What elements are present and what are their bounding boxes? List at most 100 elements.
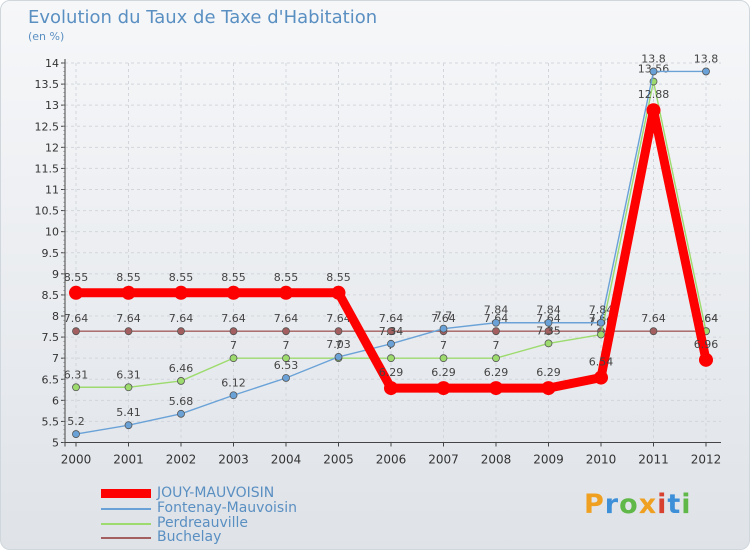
data-label: 7.64	[116, 312, 141, 325]
data-point	[229, 327, 238, 336]
data-point	[384, 381, 398, 396]
data-label: 7.64	[536, 312, 561, 325]
y-tick-label: 5.5	[42, 415, 60, 428]
data-point	[489, 381, 503, 396]
data-point	[387, 354, 395, 363]
data-label: 7.64	[64, 312, 89, 325]
legend-swatch	[101, 522, 151, 525]
legend-swatch	[101, 536, 151, 539]
y-tick-label: 12.5	[35, 120, 60, 133]
data-label: 6.54	[589, 356, 614, 369]
data-point	[439, 324, 448, 333]
data-point	[702, 67, 710, 76]
data-label: 5.2	[67, 415, 85, 428]
data-label: 6.96	[694, 338, 719, 351]
data-label: 6.29	[484, 366, 509, 379]
data-point	[594, 370, 608, 385]
data-label: 8.55	[169, 271, 194, 284]
data-label: 6.53	[274, 359, 299, 372]
y-tick-label: 7	[52, 352, 59, 365]
data-point	[282, 374, 290, 382]
data-label: 7.84	[589, 304, 614, 317]
data-point	[334, 353, 343, 361]
data-point	[177, 409, 185, 418]
data-point	[544, 339, 553, 348]
data-label: 13.8	[694, 52, 719, 65]
legend-item-perdreauville: Perdreauville	[101, 515, 249, 531]
data-point	[229, 391, 238, 400]
data-label: 7.64	[326, 312, 351, 325]
data-label: 7	[230, 339, 237, 352]
x-tick-label: 2004	[271, 453, 302, 467]
legend-label: Perdreauville	[157, 515, 249, 531]
data-label: 6.31	[116, 368, 141, 381]
unit-label: (en %)	[28, 30, 65, 43]
data-label: 7	[283, 339, 290, 352]
data-point	[387, 327, 395, 336]
data-label: 7.64	[484, 312, 509, 325]
y-tick-label: 7.5	[42, 331, 60, 344]
data-label: 7.84	[536, 304, 561, 317]
data-point	[72, 383, 80, 392]
y-tick-label: 10	[45, 226, 59, 239]
data-point	[282, 327, 290, 336]
data-point	[177, 327, 185, 336]
data-point	[492, 327, 500, 336]
legend-item-fontenay-mauvoisin: Fontenay-Mauvoisin	[101, 501, 297, 515]
data-point	[439, 354, 448, 363]
data-point	[124, 383, 133, 392]
data-point	[229, 354, 238, 363]
data-label: 6.29	[536, 366, 561, 379]
data-point	[334, 327, 343, 336]
legend-label: JOUY-MAUVOISIN	[157, 485, 275, 501]
y-tick-label: 9	[52, 268, 59, 281]
data-label: 7	[493, 339, 500, 352]
data-point	[436, 381, 451, 396]
data-label: 7.7	[435, 310, 453, 323]
data-label: 7.64	[274, 312, 299, 325]
data-label: 6.29	[379, 366, 404, 379]
x-tick-label: 2012	[691, 453, 722, 467]
y-tick-label: 9.5	[42, 247, 60, 260]
data-point	[544, 327, 553, 336]
data-label: 8.55	[221, 271, 246, 284]
logo-letter: x	[638, 489, 658, 520]
legend-swatch	[101, 507, 151, 510]
data-point	[544, 318, 553, 327]
data-label: 13.8	[641, 52, 666, 65]
legend-swatch	[101, 489, 151, 498]
data-label: 8.55	[64, 271, 89, 284]
y-tick-label: 14	[45, 57, 59, 70]
y-tick-label: 13	[45, 99, 59, 112]
data-point	[174, 285, 188, 300]
data-label: 7.64	[589, 312, 614, 325]
data-label: 7.64	[169, 312, 194, 325]
y-tick-label: 12	[45, 141, 59, 154]
x-tick-label: 2005	[323, 453, 354, 467]
x-tick-label: 2000	[61, 453, 92, 467]
data-point	[282, 354, 290, 363]
y-tick-label: 6.5	[42, 373, 60, 386]
data-label: 7.35	[536, 324, 561, 337]
y-tick-label: 8.5	[42, 289, 60, 302]
y-tick-label: 6	[52, 394, 59, 407]
data-label: 7.84	[484, 304, 509, 317]
y-tick-label: 10.5	[35, 205, 60, 218]
y-tick-label: 5	[52, 437, 59, 450]
data-point	[387, 339, 395, 348]
x-tick-label: 2001	[113, 453, 144, 467]
data-point	[124, 327, 133, 336]
x-tick-label: 2002	[166, 453, 197, 467]
data-point	[541, 381, 556, 396]
logo-letter: P	[584, 489, 605, 520]
data-label: 5.68	[169, 395, 194, 408]
data-label: 5.41	[116, 406, 141, 419]
y-tick-label: 11	[45, 184, 59, 197]
data-point	[69, 285, 83, 300]
data-label: 7.34	[379, 325, 404, 338]
x-tick-label: 2009	[533, 453, 564, 467]
x-tick-label: 2003	[218, 453, 249, 467]
data-label: 7	[335, 339, 342, 352]
logo-letter: t	[667, 489, 682, 520]
